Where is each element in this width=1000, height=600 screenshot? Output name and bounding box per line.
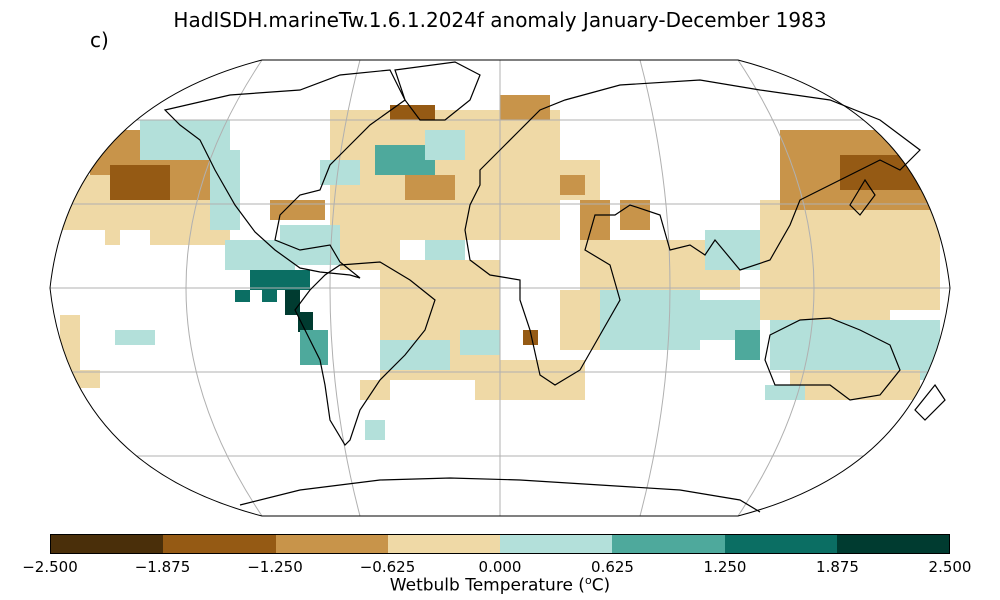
colorbar-tick-label: 1.250 [703,558,747,576]
anomaly-cell [765,385,805,400]
colorbar-swatch [836,535,949,553]
south-america-coast [294,261,436,446]
colorbar-swatch [612,535,725,553]
anomaly-cell [560,175,585,195]
colorbar-swatch [275,535,388,553]
anomaly-cell [425,130,465,160]
colorbar-tick-label: 2.500 [928,558,972,576]
colorbar-swatch [163,535,276,553]
japan-coast [849,178,876,216]
anomaly-cell [760,200,890,320]
world-map [49,59,951,517]
colorbar-swatch [724,535,837,553]
anomaly-cell [475,360,585,400]
anomaly-cell [600,290,700,350]
anomaly-cell [105,230,120,245]
colorbar-tick-label: −1.875 [134,558,191,576]
anomaly-cell [405,175,455,200]
anomaly-cell [115,330,155,345]
new-zealand-coast [914,383,946,421]
anomaly-cells [60,95,950,440]
greenland-coast [394,61,481,121]
anomaly-cell [890,210,940,310]
colorbar-swatch [387,535,500,553]
anomaly-cell [523,330,538,345]
anomaly-cell [500,95,550,120]
anomaly-cell [60,200,230,230]
europe-africa-coast [464,79,921,386]
australia-coast [764,317,901,401]
anomaly-cell [235,290,250,302]
colorbar-tick-label: −1.250 [247,558,303,576]
colorbar [50,534,950,554]
colorbar-tick-label: −0.625 [359,558,416,576]
north-america-coast [163,69,406,279]
colorbar-tick-label: 1.875 [816,558,859,576]
graticule [50,60,950,516]
anomaly-cell [270,200,325,220]
map-title: HadISDH.marineTw.1.6.1.2024f anomaly Jan… [173,8,827,32]
panel-label: c) [90,28,109,52]
anomaly-cell [460,330,500,355]
anomaly-cell [320,160,360,185]
anomaly-cell [70,370,100,388]
anomaly-cell [262,290,277,302]
anomaly-cell [580,200,610,240]
anomaly-cell [735,330,760,360]
colorbar-swatch [51,535,164,553]
colorbar-label-unit: C) [591,575,611,596]
anomaly-cell [360,380,390,400]
coastlines [163,61,946,513]
colorbar-label: Wetbulb Temperature (oC) [0,574,1000,596]
colorbar-ticks: −2.500 −1.875 −1.250 −0.625 0.000 0.625 1.250 1… [0,556,1000,578]
antarctica-coast [239,477,761,513]
anomaly-cell [620,200,650,230]
anomaly-cell [285,290,300,315]
colorbar-label-sup: o [584,574,592,587]
anomaly-cell [110,165,170,205]
anomaly-cell [250,270,310,290]
colorbar-label-main: Wetbulb Temperature ( [389,575,585,596]
colorbar-tick-label: 0.000 [478,558,522,576]
map-frame [49,59,951,517]
anomaly-cell [560,290,600,350]
colorbar-swatch [500,535,613,553]
anomaly-cell [298,312,313,332]
anomaly-cell [380,340,450,370]
anomaly-cell [365,420,385,440]
anomaly-cell [390,105,435,120]
anomaly-cell [210,150,240,230]
colorbar-tick-label: −2.500 [22,558,78,576]
colorbar-tick-label: 0.625 [591,558,634,576]
anomaly-cell [770,320,870,370]
